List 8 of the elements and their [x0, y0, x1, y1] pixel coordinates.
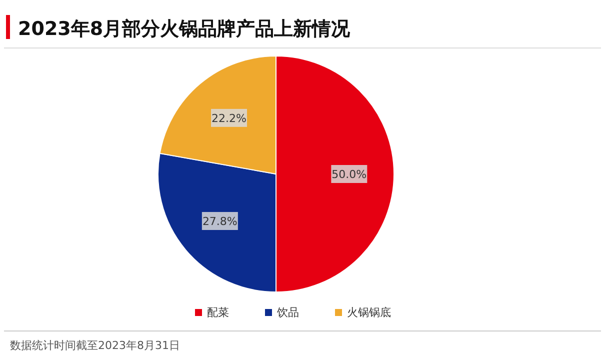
- legend-label: 火锅锅底: [347, 306, 391, 319]
- chart-title: 2023年8月部分火锅品牌产品上新情况: [18, 18, 352, 40]
- data-label: 50.0%: [332, 168, 367, 181]
- legend-label: 配菜: [207, 306, 229, 319]
- text: 数据统计时间截至2023年8月31日: [10, 339, 180, 352]
- data-label: 22.2%: [212, 112, 246, 125]
- legend-label: 饮品: [276, 306, 299, 319]
- data-label: 27.8%: [202, 214, 238, 228]
